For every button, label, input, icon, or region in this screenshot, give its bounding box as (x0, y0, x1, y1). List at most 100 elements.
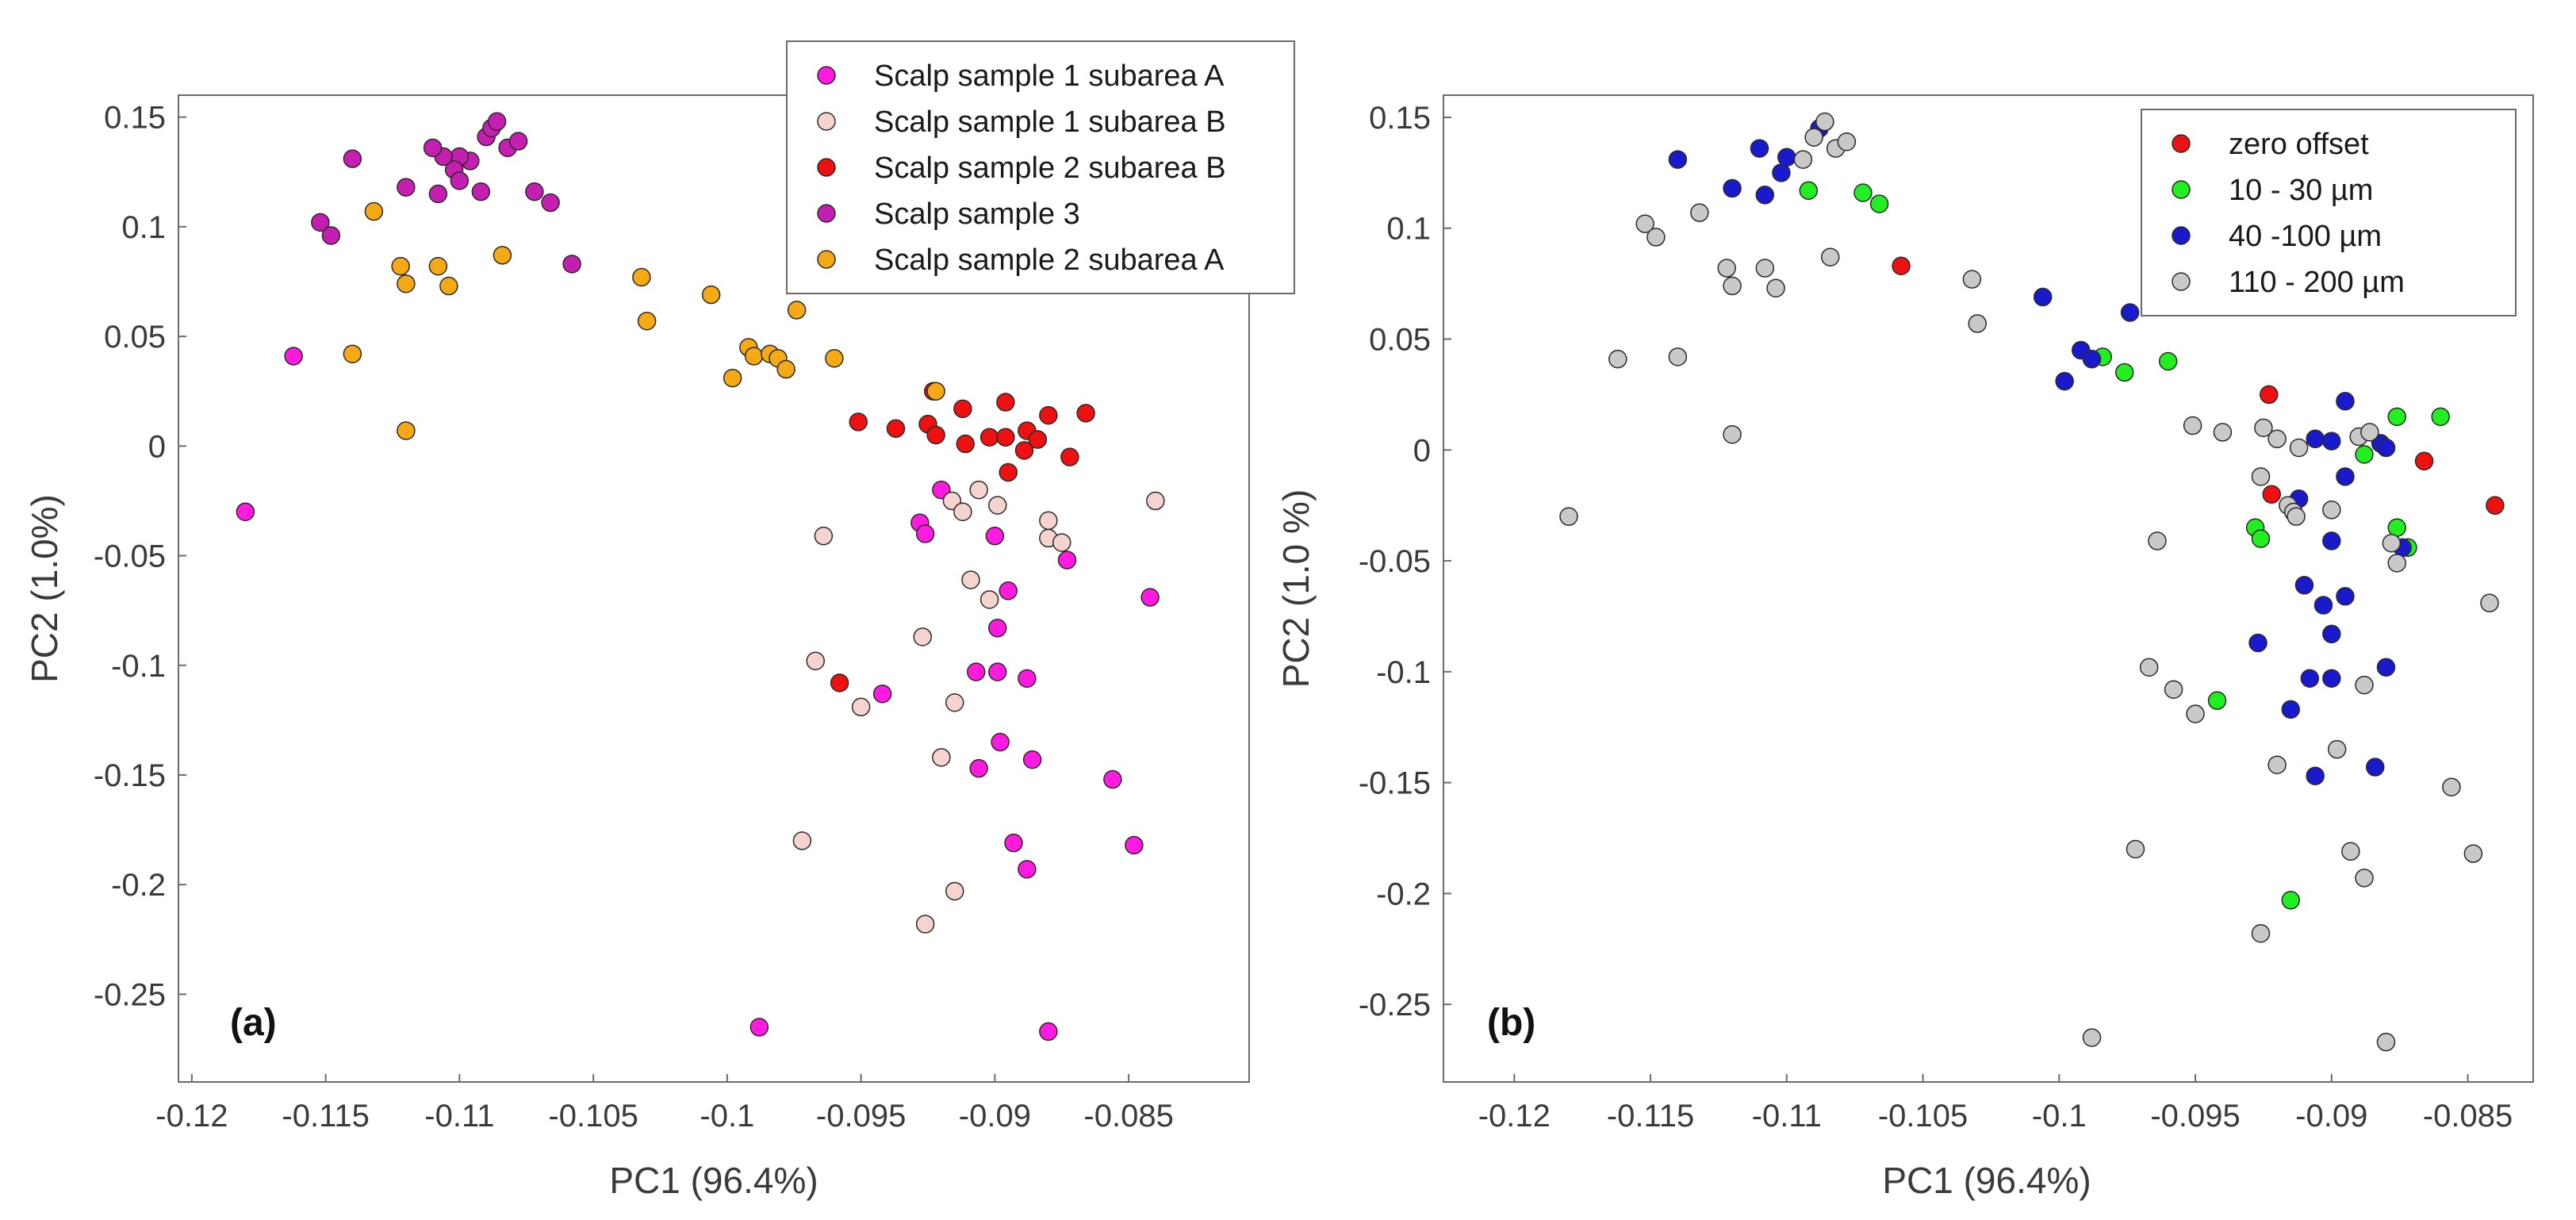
data-point-110-200-m (1804, 128, 1823, 147)
data-point-110-200-m (2251, 923, 2271, 943)
data-point-scalp-sample-1-subarea-b (988, 496, 1007, 515)
data-point-scalp-sample-1-subarea-a (749, 1018, 769, 1037)
legend-label: 110 - 200 µm (2229, 266, 2405, 299)
data-point-40-100-m (2322, 624, 2341, 644)
y-tick-label: -0.1 (111, 649, 166, 684)
legend-swatch (817, 158, 836, 177)
data-point-110-200-m (1755, 259, 1775, 278)
data-point-scalp-sample-1-subarea-a (1103, 769, 1122, 789)
y-tick-label: -0.15 (94, 758, 166, 793)
data-point-110-200-m (1646, 228, 1666, 247)
data-point-scalp-sample-2-subarea-a (632, 267, 651, 287)
y-tick-label: -0.25 (1359, 988, 1431, 1022)
legend-swatch (2172, 180, 2191, 199)
data-point-scalp-sample-2-subarea-a (825, 348, 844, 368)
data-point-110-200-m (1815, 112, 1834, 132)
data-point-scalp-sample-2-subarea-b (830, 673, 849, 692)
data-point-110-200-m (2148, 531, 2167, 551)
legend-swatch (2172, 226, 2191, 245)
data-point-110-200-m (1717, 259, 1736, 278)
y-tick-label: 0.15 (1369, 101, 1431, 136)
legend-swatch (817, 204, 836, 223)
x-tick-label: -0.105 (548, 1099, 638, 1134)
data-point-110-200-m (2139, 658, 2159, 677)
data-point-scalp-sample-1-subarea-a (872, 684, 892, 704)
data-point-scalp-sample-2-subarea-b (1039, 405, 1058, 425)
data-point-110-200-m (2254, 418, 2273, 438)
legend-label: 40 -100 µm (2229, 220, 2382, 253)
data-point-scalp-sample-2-subarea-a (701, 285, 721, 305)
points-b (1559, 112, 2505, 1052)
legend-swatch (2172, 272, 2191, 291)
y-axis-label-a: PC2 (1.0%) (24, 494, 65, 683)
legend-label: Scalp sample 2 subarea A (874, 244, 1225, 277)
y-tick-label: -0.25 (94, 977, 166, 1012)
y-tick-label: -0.1 (1376, 655, 1431, 690)
data-point-scalp-sample-3 (343, 149, 362, 168)
legend-box (2141, 109, 2517, 317)
y-ticks-b: 0.15 0.1 0.05 0 -0.05 -0.1 -0.15 -0.2 -0.25 (1359, 101, 1451, 1022)
legend-label: zero offset (2229, 128, 2369, 161)
data-point-40-100-m (2300, 669, 2320, 688)
data-point-10-30-m (1869, 194, 1889, 213)
y-tick-label: 0.05 (1369, 323, 1431, 358)
data-point-scalp-sample-2-subarea-a (493, 246, 512, 265)
data-point-scalp-sample-2-subarea-a (397, 274, 416, 293)
data-point-40-100-m (2294, 576, 2314, 595)
data-point-40-100-m (2366, 758, 2385, 777)
data-point-110-200-m (2382, 533, 2402, 553)
data-point-110-200-m (2267, 755, 2287, 774)
data-point-zero-offset (2414, 451, 2434, 471)
y-tick-label: 0.05 (104, 320, 166, 355)
y-tick-label: -0.05 (1359, 544, 1431, 579)
data-point-110-200-m (2355, 675, 2374, 695)
data-point-scalp-sample-3 (525, 182, 544, 201)
data-point-scalp-sample-2-subarea-a (364, 201, 384, 221)
x-tick-label: -0.095 (2150, 1099, 2240, 1134)
y-axis-label-b: PC2 (1.0 %) (1275, 489, 1317, 689)
data-point-110-200-m (2213, 423, 2233, 442)
data-point-110-200-m (1821, 247, 1840, 267)
data-point-scalp-sample-1-subarea-a (988, 662, 1007, 681)
data-point-10-30-m (2387, 518, 2406, 537)
data-point-scalp-sample-1-subarea-b (915, 915, 935, 934)
data-point-40-100-m (2336, 587, 2355, 606)
data-point-110-200-m (2327, 739, 2347, 759)
data-point-110-200-m (2341, 842, 2360, 861)
data-point-110-200-m (1668, 347, 1688, 366)
data-point-40-100-m (1668, 150, 1688, 169)
data-point-40-100-m (2376, 658, 2396, 677)
data-point-scalp-sample-2-subarea-b (1076, 404, 1095, 423)
data-point-110-200-m (1723, 276, 1742, 296)
data-point-110-200-m (2164, 680, 2183, 699)
data-point-40-100-m (2336, 392, 2355, 411)
data-point-40-100-m (1755, 186, 1775, 205)
legend-label: 10 - 30 µm (2229, 174, 2373, 207)
x-tick-label: -0.1 (700, 1099, 754, 1134)
data-point-scalp-sample-1-subarea-a (915, 524, 935, 543)
data-point-scalp-sample-1-subarea-b (945, 693, 964, 712)
data-point-10-30-m (1853, 183, 1873, 202)
data-point-scalp-sample-1-subarea-b (1146, 491, 1165, 511)
data-point-40-100-m (2336, 467, 2355, 486)
data-point-scalp-sample-3 (428, 184, 448, 204)
x-tick-label: -0.115 (282, 1099, 369, 1134)
data-point-scalp-sample-2-subarea-a (439, 276, 458, 296)
data-point-scalp-sample-2-subarea-b (886, 419, 906, 438)
x-tick-label: -0.09 (2295, 1099, 2367, 1134)
y-tick-label: 0 (1413, 433, 1431, 468)
data-point-scalp-sample-1-subarea-a (988, 619, 1007, 638)
data-point-10-30-m (1799, 181, 1819, 200)
data-point-scalp-sample-1-subarea-a (1125, 835, 1144, 855)
x-tick-label: -0.1 (2032, 1099, 2087, 1134)
x-tick-label: -0.085 (2423, 1099, 2513, 1134)
data-point-110-200-m (1793, 150, 1813, 169)
data-point-scalp-sample-3 (487, 112, 507, 131)
data-point-110-200-m (1608, 349, 1627, 369)
data-point-110-200-m (2480, 593, 2499, 612)
data-point-scalp-sample-1-subarea-a (1057, 551, 1077, 570)
data-point-scalp-sample-2-subarea-b (926, 425, 945, 445)
data-point-40-100-m (2248, 633, 2267, 653)
data-point-scalp-sample-1-subarea-b (961, 570, 980, 589)
data-point-40-100-m (2322, 531, 2341, 551)
